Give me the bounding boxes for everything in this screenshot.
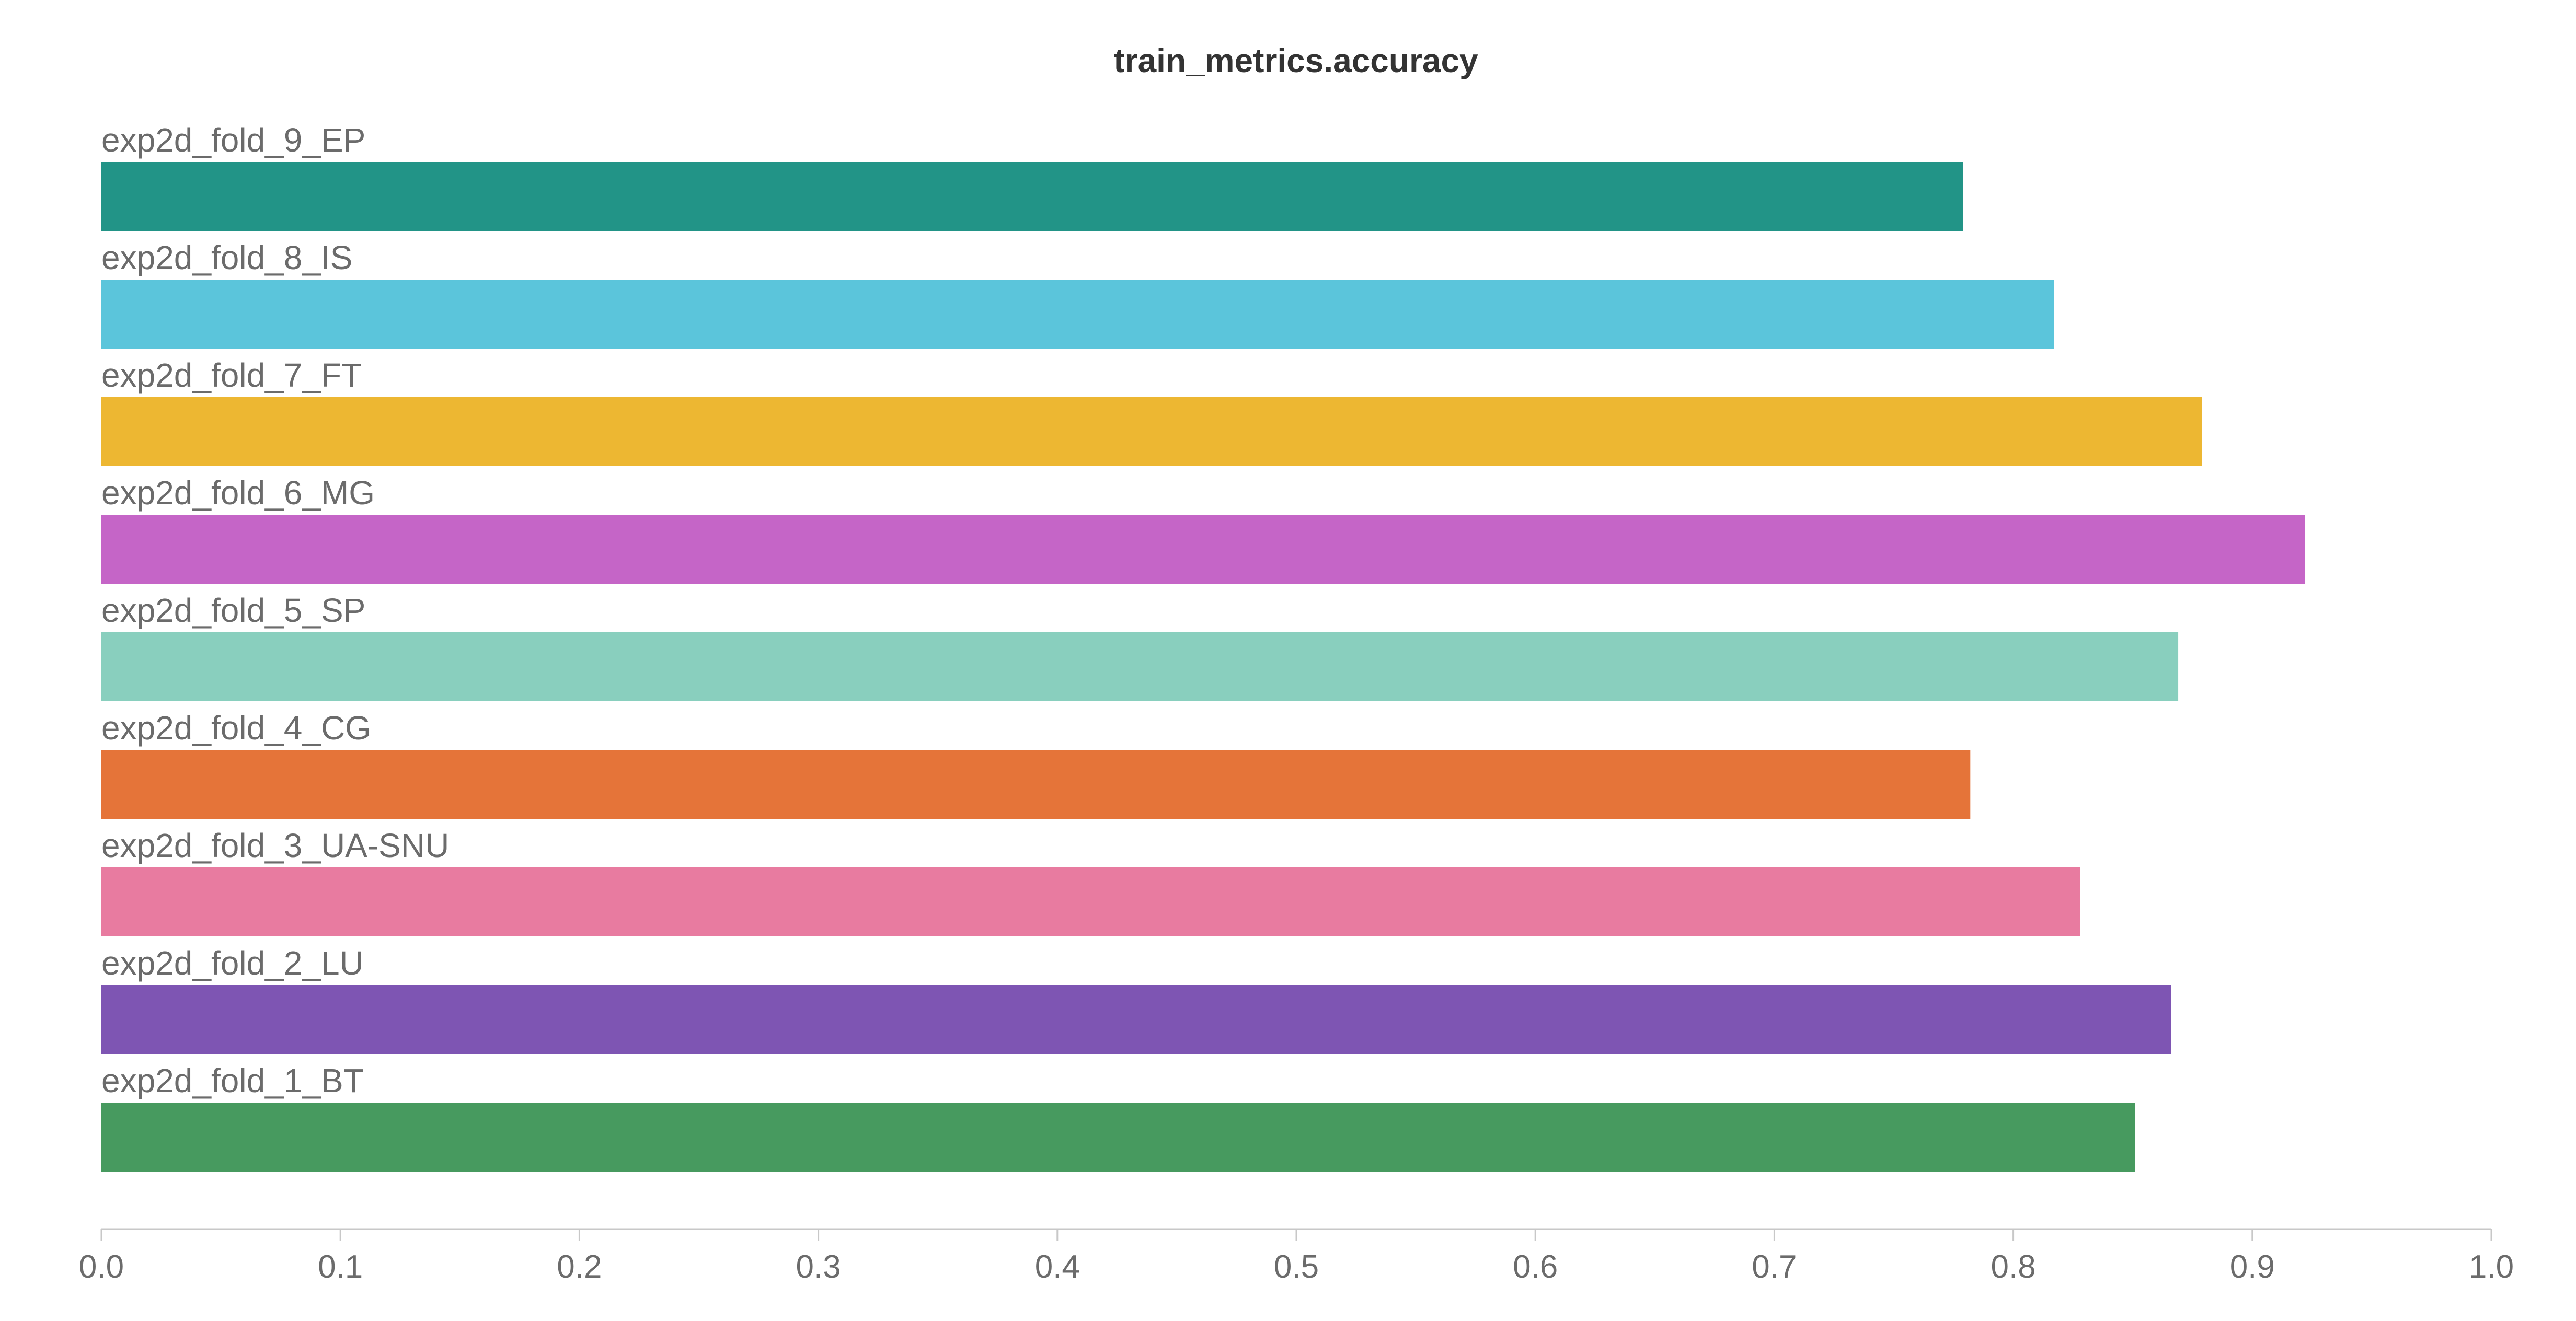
x-tick-label: 1.0 [2469, 1249, 2514, 1285]
bar[interactable] [101, 1103, 2135, 1172]
bar[interactable] [101, 515, 2305, 584]
bar[interactable] [101, 632, 2179, 701]
x-tick-label: 0.1 [318, 1249, 363, 1285]
x-tick-label: 0.0 [79, 1249, 124, 1285]
x-tick-label: 0.8 [1991, 1249, 2036, 1285]
bar-label: exp2d_fold_5_SP [101, 592, 365, 629]
bar-label: exp2d_fold_3_UA-SNU [101, 827, 449, 864]
x-tick-label: 0.7 [1752, 1249, 1797, 1285]
bar-label: exp2d_fold_2_LU [101, 944, 364, 982]
x-tick-label: 0.6 [1513, 1249, 1558, 1285]
bar[interactable] [101, 750, 1971, 819]
bars-group: exp2d_fold_9_EP exp2d_fold_8_IS exp2d_fold… [101, 121, 2305, 1172]
x-tick-label: 0.3 [796, 1249, 841, 1285]
bar[interactable] [101, 162, 1963, 231]
x-tick-label: 0.5 [1274, 1249, 1319, 1285]
bar-label: exp2d_fold_6_MG [101, 474, 375, 512]
x-axis: 0.0 0.1 0.2 0.3 0.4 0.5 0.6 0.7 0.8 0.9 1.0 [79, 1228, 2514, 1285]
bar-label: exp2d_fold_9_EP [101, 121, 365, 159]
bar[interactable] [101, 867, 2080, 936]
x-tick-label: 0.4 [1035, 1249, 1080, 1285]
bar-label: exp2d_fold_4_CG [101, 709, 371, 747]
x-tick-label: 0.9 [2230, 1249, 2275, 1285]
bar-label: exp2d_fold_1_BT [101, 1062, 364, 1099]
bar-label: exp2d_fold_7_FT [101, 356, 362, 394]
bar[interactable] [101, 985, 2171, 1054]
bar[interactable] [101, 280, 2054, 349]
x-tick-label: 0.2 [557, 1249, 602, 1285]
bar[interactable] [101, 397, 2202, 466]
chart-title: train_metrics.accuracy [1113, 42, 1478, 79]
bar-label: exp2d_fold_8_IS [101, 239, 352, 276]
